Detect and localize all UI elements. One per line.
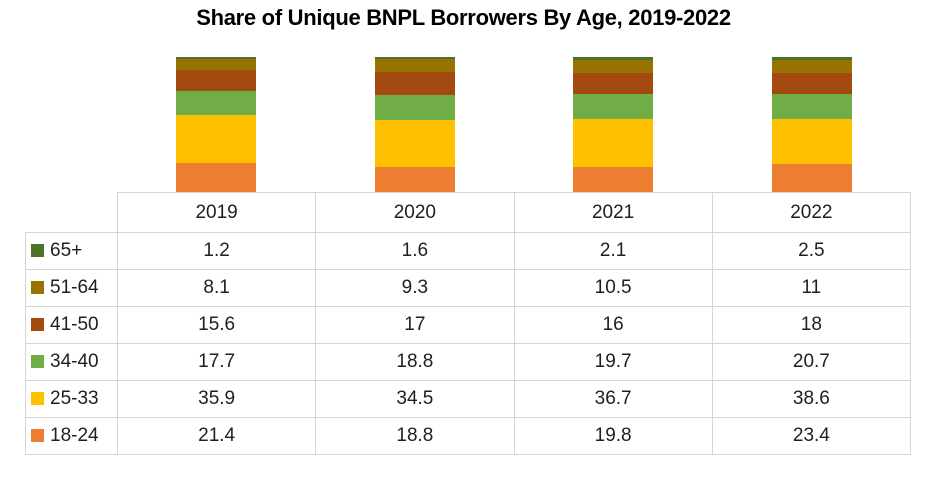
row-label-cell-18-24: 18-24 <box>25 417 118 455</box>
table-corner-cell <box>26 193 118 233</box>
cell-25-33-2021: 36.7 <box>513 380 713 418</box>
chart-column-2020 <box>316 57 515 192</box>
cell-65+-2019: 1.2 <box>116 232 317 270</box>
table-header-row: 2019 2020 2021 2022 <box>26 192 912 233</box>
cell-65+-2020: 1.6 <box>315 232 515 270</box>
bar-segment-41-50-2020 <box>374 71 455 95</box>
cell-41-50-2020: 17 <box>315 306 515 344</box>
cell-34-40-2019: 17.7 <box>116 343 317 381</box>
legend-swatch-41-50 <box>31 318 44 331</box>
cell-51-64-2021: 10.5 <box>513 269 713 307</box>
cell-41-50-2021: 16 <box>513 306 713 344</box>
bar-segment-51-64-2022 <box>771 59 852 73</box>
cell-51-64-2022: 11 <box>711 269 912 307</box>
legend-label-34-40: 34-40 <box>50 351 99 372</box>
cell-41-50-2022: 18 <box>711 306 912 344</box>
bar-segment-25-33-2020 <box>374 120 455 167</box>
cell-51-64-2019: 8.1 <box>116 269 317 307</box>
cell-25-33-2019: 35.9 <box>116 380 317 418</box>
chart-title: Share of Unique BNPL Borrowers By Age, 2… <box>196 5 731 30</box>
bar-segment-51-64-2021 <box>573 59 654 74</box>
bar-segment-65+-2019 <box>176 57 257 59</box>
chart-column-2019 <box>117 57 316 192</box>
column-header-2019: 2019 <box>116 192 317 233</box>
stacked-bar-2021 <box>573 57 654 192</box>
bar-segment-41-50-2021 <box>573 73 654 94</box>
legend-label-25-33: 25-33 <box>50 388 99 409</box>
legend-swatch-34-40 <box>31 355 44 368</box>
bar-segment-25-33-2022 <box>771 118 852 165</box>
cell-25-33-2022: 38.6 <box>711 380 912 418</box>
cell-41-50-2019: 15.6 <box>116 306 317 344</box>
table-body: 65+ 1.2 1.6 2.1 2.5 51-64 8.1 9.3 10.5 11 41-50 15.… <box>25 232 912 455</box>
cell-65+-2021: 2.1 <box>513 232 713 270</box>
cell-25-33-2020: 34.5 <box>315 380 515 418</box>
cell-18-24-2021: 19.8 <box>513 417 713 455</box>
chart-column-2022 <box>713 57 912 192</box>
bar-segment-34-40-2021 <box>573 93 654 120</box>
bar-segment-41-50-2022 <box>771 72 852 95</box>
plot-area <box>25 57 911 192</box>
plot-label-spacer <box>25 57 117 192</box>
cell-34-40-2020: 18.8 <box>315 343 515 381</box>
bar-segment-18-24-2021 <box>573 166 654 192</box>
bar-segment-65+-2021 <box>573 57 654 60</box>
column-header-2022: 2022 <box>711 192 912 233</box>
table-row-51-64: 51-64 8.1 9.3 10.5 11 <box>25 269 912 307</box>
bar-segment-18-24-2022 <box>771 164 852 192</box>
cell-18-24-2020: 18.8 <box>315 417 515 455</box>
legend-swatch-65+ <box>31 244 44 257</box>
bar-segment-41-50-2019 <box>176 69 257 91</box>
chart-and-table-wrap: 2019 2020 2021 2022 65+ 1.2 1.6 2.1 2.5 51-64 8.1… <box>25 57 912 455</box>
row-label-cell-25-33: 25-33 <box>25 380 118 418</box>
bar-segment-18-24-2019 <box>176 163 257 192</box>
row-label-cell-51-64: 51-64 <box>25 269 118 307</box>
legend-swatch-18-24 <box>31 429 44 442</box>
cell-18-24-2019: 21.4 <box>116 417 317 455</box>
stacked-bar-2022 <box>771 57 852 192</box>
legend-swatch-25-33 <box>31 392 44 405</box>
bar-segment-18-24-2020 <box>374 166 455 192</box>
table-row-41-50: 41-50 15.6 17 16 18 <box>25 306 912 344</box>
bar-segment-34-40-2022 <box>771 94 852 119</box>
bar-segment-34-40-2020 <box>374 94 455 121</box>
data-table: 2019 2020 2021 2022 65+ 1.2 1.6 2.1 2.5 51-64 8.1… <box>25 192 912 455</box>
chart-column-2021 <box>514 57 713 192</box>
row-label-cell-65+: 65+ <box>25 232 118 270</box>
bar-segment-34-40-2019 <box>176 90 257 115</box>
stacked-bar-2020 <box>374 57 455 192</box>
legend-label-18-24: 18-24 <box>50 425 99 446</box>
row-label-cell-34-40: 34-40 <box>25 343 118 381</box>
bar-segment-51-64-2019 <box>176 58 257 70</box>
row-label-cell-41-50: 41-50 <box>25 306 118 344</box>
table-row-34-40: 34-40 17.7 18.8 19.7 20.7 <box>25 343 912 381</box>
table-row-18-24: 18-24 21.4 18.8 19.8 23.4 <box>25 417 912 455</box>
legend-label-41-50: 41-50 <box>50 314 99 335</box>
cell-34-40-2022: 20.7 <box>711 343 912 381</box>
bar-segment-65+-2022 <box>771 57 852 60</box>
cell-51-64-2020: 9.3 <box>315 269 515 307</box>
table-row-65+: 65+ 1.2 1.6 2.1 2.5 <box>25 232 912 270</box>
cell-34-40-2021: 19.7 <box>513 343 713 381</box>
bar-segment-25-33-2019 <box>176 114 257 164</box>
table-row-25-33: 25-33 35.9 34.5 36.7 38.6 <box>25 380 912 418</box>
stacked-bar-2019 <box>176 57 257 192</box>
column-header-2020: 2020 <box>315 192 515 233</box>
legend-label-65+: 65+ <box>50 240 83 261</box>
legend-swatch-51-64 <box>31 281 44 294</box>
bar-segment-65+-2020 <box>374 57 455 60</box>
column-header-2021: 2021 <box>513 192 713 233</box>
cell-18-24-2022: 23.4 <box>711 417 912 455</box>
bar-segment-51-64-2020 <box>374 59 455 72</box>
cell-65+-2022: 2.5 <box>711 232 912 270</box>
bar-segment-25-33-2021 <box>573 119 654 167</box>
legend-label-51-64: 51-64 <box>50 277 99 298</box>
